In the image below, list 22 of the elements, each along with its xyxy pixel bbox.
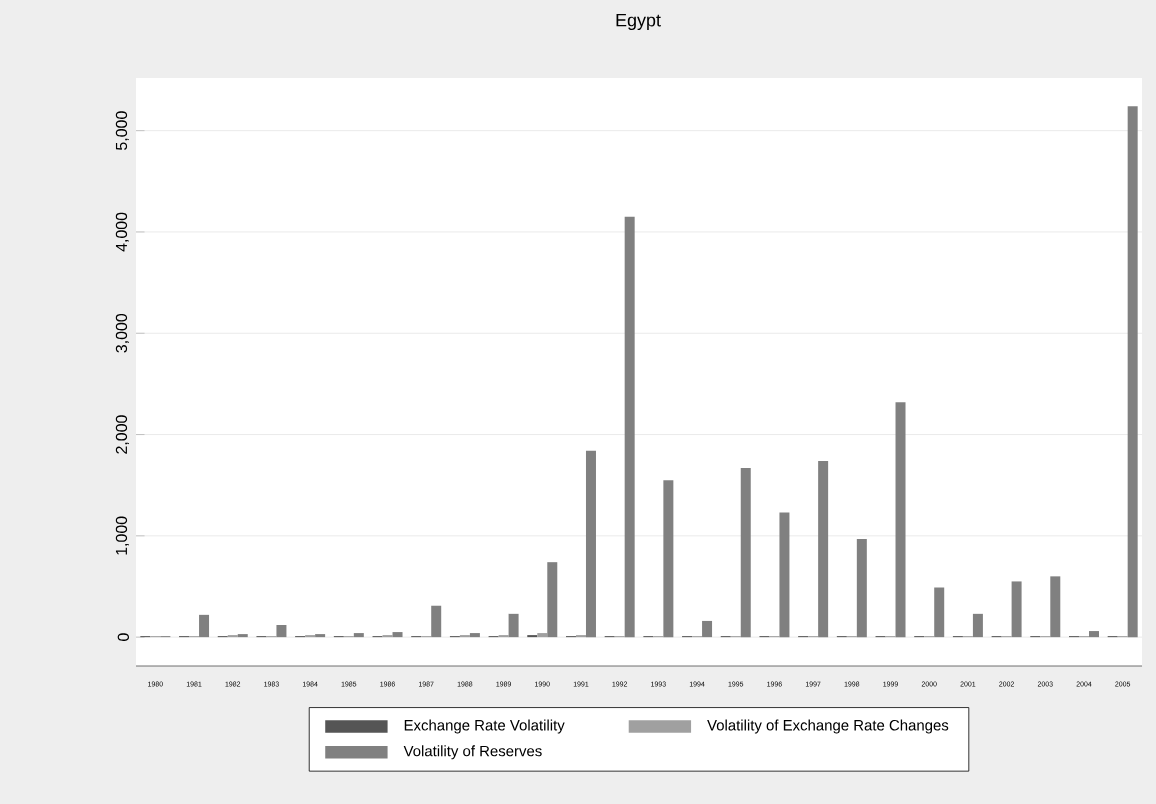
chart-title: Egypt — [616, 13, 661, 31]
bar — [740, 467, 751, 638]
bar — [779, 512, 790, 638]
bar — [702, 620, 713, 638]
bar — [1127, 106, 1138, 638]
bar — [1011, 581, 1022, 638]
bar — [895, 402, 906, 638]
bar — [585, 450, 596, 638]
bar — [1088, 631, 1099, 638]
bar — [818, 460, 829, 638]
bar — [199, 614, 210, 638]
bar — [276, 624, 287, 638]
bar — [547, 562, 558, 638]
bar — [934, 587, 945, 638]
bar — [663, 480, 674, 638]
bar — [972, 613, 983, 638]
bar — [624, 216, 635, 638]
bar — [856, 538, 867, 638]
bar — [431, 605, 442, 638]
bar — [392, 632, 403, 638]
bar — [508, 613, 519, 638]
bar — [1050, 576, 1061, 638]
